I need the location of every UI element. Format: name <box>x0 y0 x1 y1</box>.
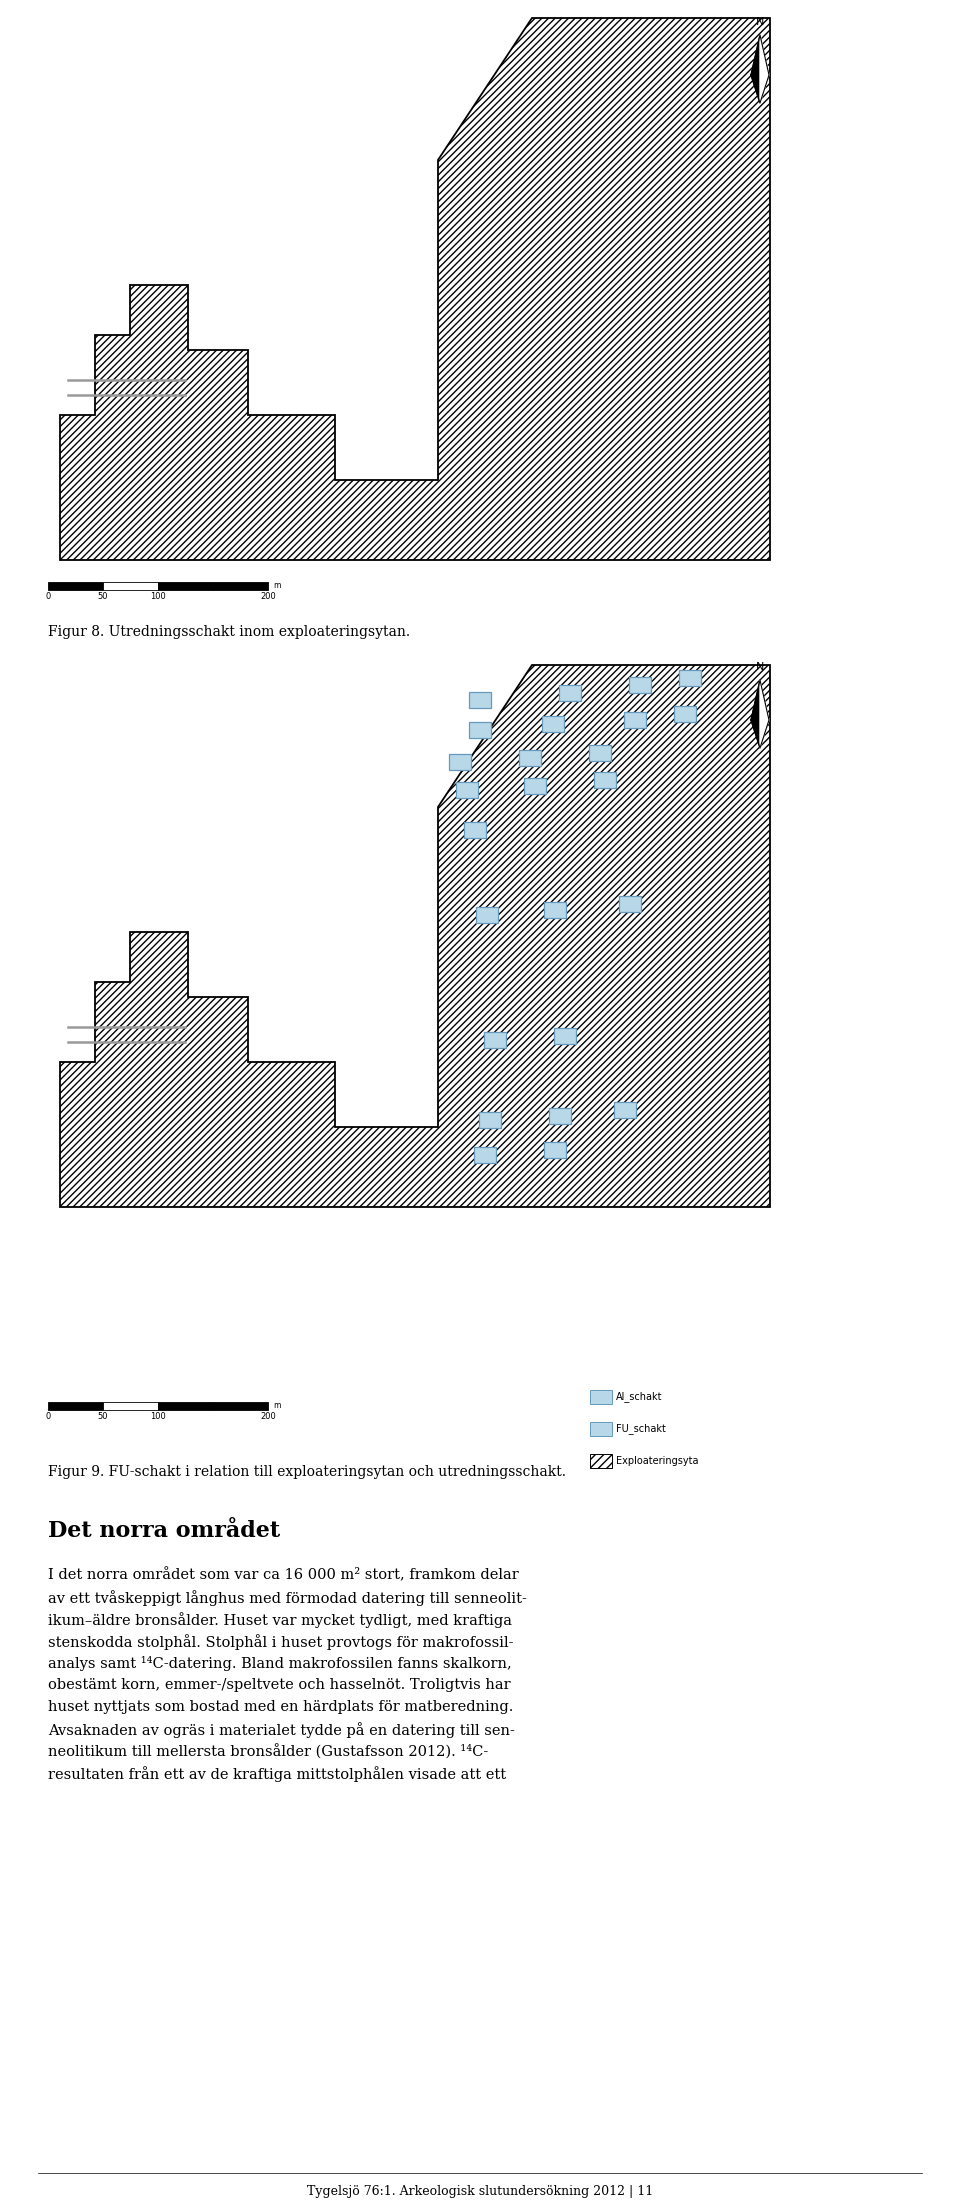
Bar <box>103 1401 158 1410</box>
Bar <box>674 706 696 722</box>
Text: Avsaknaden av ogräs i materialet tydde på en datering till sen-: Avsaknaden av ogräs i materialet tydde p… <box>48 1721 515 1737</box>
Polygon shape <box>751 35 760 104</box>
Text: 100: 100 <box>150 1412 166 1421</box>
Bar <box>158 583 213 589</box>
Bar <box>589 746 611 761</box>
Bar <box>594 772 616 788</box>
Bar <box>554 1028 576 1044</box>
Bar <box>213 583 268 589</box>
Polygon shape <box>760 35 769 104</box>
Text: huset nyttjats som bostad med en härdplats för matberedning.: huset nyttjats som bostad med en härdpla… <box>48 1699 514 1715</box>
Bar <box>549 1108 571 1123</box>
Bar <box>679 671 701 686</box>
Polygon shape <box>751 680 760 748</box>
Bar <box>476 907 498 923</box>
Bar <box>624 713 646 728</box>
Text: obestämt korn, emmer-/speltvete och hasselnöt. Troligtvis har: obestämt korn, emmer-/speltvete och hass… <box>48 1677 511 1693</box>
Text: 50: 50 <box>98 591 108 600</box>
Polygon shape <box>60 664 770 1207</box>
Text: Figur 8. Utredningsschakt inom exploateringsytan.: Figur 8. Utredningsschakt inom exploater… <box>48 625 410 640</box>
Bar <box>103 583 158 589</box>
Text: Det norra området: Det norra området <box>48 1521 280 1543</box>
Bar <box>544 1141 566 1159</box>
Text: Figur 9. FU-schakt i relation till exploateringsytan och utredningsschakt.: Figur 9. FU-schakt i relation till explo… <box>48 1465 566 1479</box>
Bar <box>464 821 486 839</box>
Text: Al_schakt: Al_schakt <box>616 1393 662 1401</box>
Text: I det norra området som var ca 16 000 m² stort, framkom delar: I det norra området som var ca 16 000 m²… <box>48 1567 518 1582</box>
Bar <box>519 750 541 766</box>
Bar <box>158 1401 213 1410</box>
Bar <box>542 715 564 733</box>
Text: m: m <box>273 580 280 591</box>
Polygon shape <box>60 18 770 561</box>
Text: resultaten från ett av de kraftiga mittstolphålen visade att ett: resultaten från ett av de kraftiga mitts… <box>48 1766 506 1781</box>
Text: neolitikum till mellersta bronsålder (Gustafsson 2012). ¹⁴C-: neolitikum till mellersta bronsålder (Gu… <box>48 1744 489 1759</box>
Bar <box>479 1112 501 1128</box>
Text: ikum–äldre bronsålder. Huset var mycket tydligt, med kraftiga: ikum–äldre bronsålder. Huset var mycket … <box>48 1611 512 1629</box>
Bar <box>449 755 471 770</box>
Bar <box>619 896 641 911</box>
Text: N: N <box>756 18 764 26</box>
Bar <box>544 903 566 918</box>
Bar <box>629 678 651 693</box>
Text: 0: 0 <box>45 1412 51 1421</box>
Bar <box>213 1401 268 1410</box>
Polygon shape <box>760 680 769 748</box>
Bar <box>559 684 581 702</box>
Text: m: m <box>273 1401 280 1410</box>
Text: Exploateringsyta: Exploateringsyta <box>616 1457 699 1465</box>
Text: Tygelsjö 76:1. Arkeologisk slutundersökning 2012 | 11: Tygelsjö 76:1. Arkeologisk slutundersökn… <box>307 2185 653 2198</box>
Bar <box>524 779 546 795</box>
Bar <box>469 722 491 737</box>
Bar <box>469 693 491 708</box>
Text: stenskodda stolphål. Stolphål i huset provtogs för makrofossil-: stenskodda stolphål. Stolphål i huset pr… <box>48 1633 514 1651</box>
Text: 0: 0 <box>45 591 51 600</box>
Bar <box>48 583 103 589</box>
Text: N: N <box>756 662 764 671</box>
Text: 200: 200 <box>260 591 276 600</box>
Bar <box>614 1101 636 1119</box>
Bar <box>484 1033 506 1048</box>
Text: 50: 50 <box>98 1412 108 1421</box>
Bar <box>590 1421 612 1437</box>
Bar <box>590 1390 612 1404</box>
Text: av ett tvåskeppigt långhus med förmodad datering till senneolit-: av ett tvåskeppigt långhus med förmodad … <box>48 1589 527 1607</box>
Text: 100: 100 <box>150 591 166 600</box>
Bar <box>474 1148 496 1163</box>
Text: analys samt ¹⁴C-datering. Bland makrofossilen fanns skalkorn,: analys samt ¹⁴C-datering. Bland makrofos… <box>48 1655 512 1671</box>
Text: 200: 200 <box>260 1412 276 1421</box>
Bar <box>590 1454 612 1468</box>
Bar <box>456 781 478 799</box>
Bar <box>48 1401 103 1410</box>
Text: FU_schakt: FU_schakt <box>616 1424 666 1435</box>
